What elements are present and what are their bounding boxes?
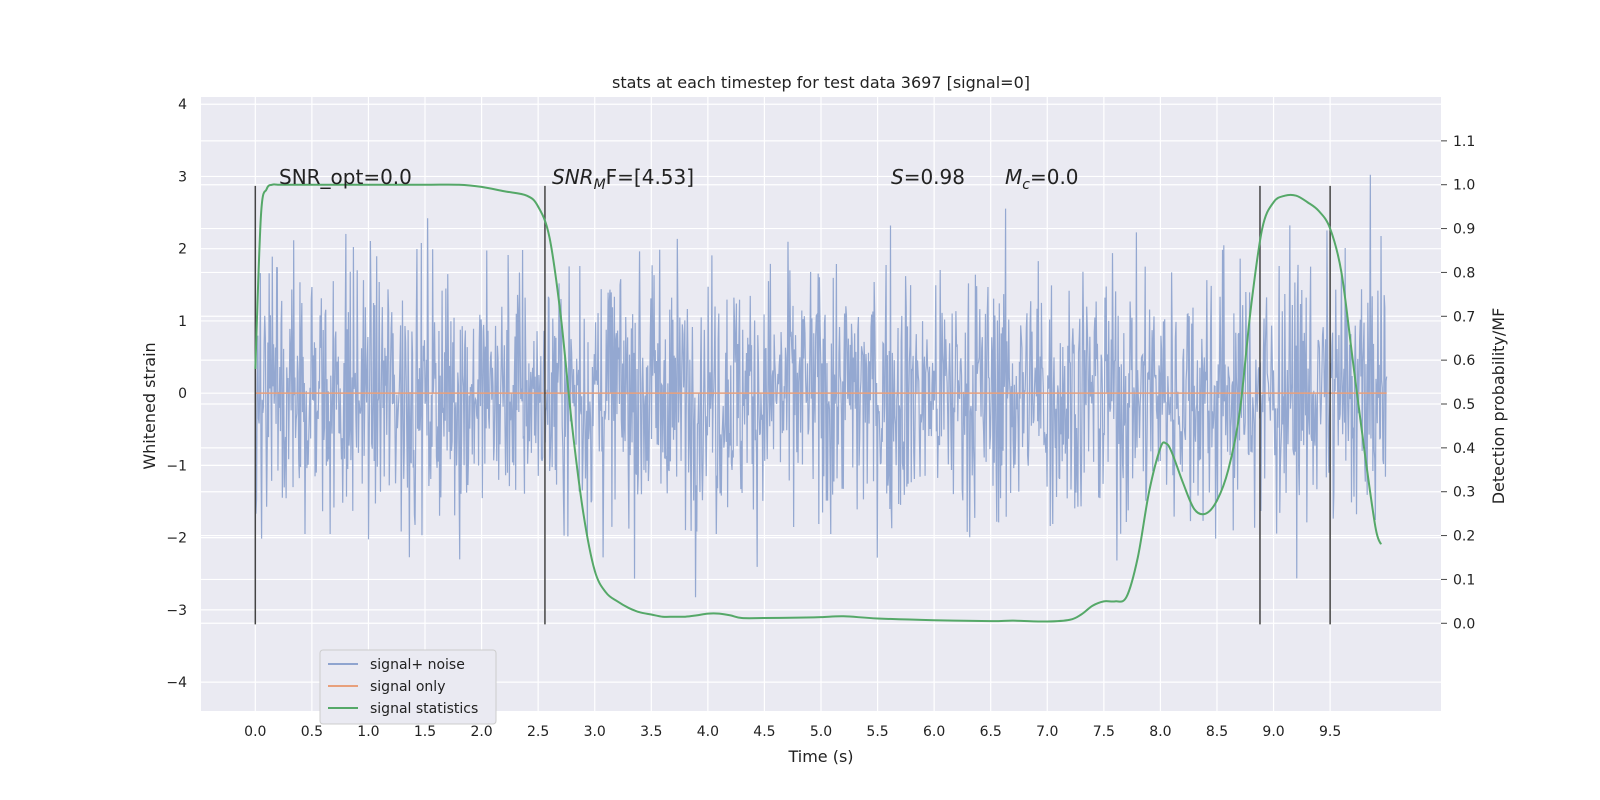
x-tick-label: 7.5 [1093, 724, 1115, 740]
y-right-tick-label: 1.0 [1453, 178, 1475, 194]
x-tick-label: 9.5 [1319, 724, 1341, 740]
y-left-tick-labels: −4 −3 −2 −1 0 1 2 3 4 [166, 97, 187, 691]
y-left-tick-label: 0 [178, 386, 187, 402]
x-tick-label: 3.5 [640, 724, 662, 740]
y-right-tick-label: 0.9 [1453, 222, 1475, 238]
y-right-tick-label: 0.1 [1453, 572, 1475, 588]
grid-lines [201, 97, 1441, 711]
y-left-tick-label: −2 [166, 531, 187, 547]
y-left-tick-label: 1 [178, 314, 187, 330]
x-tick-label: 7.0 [1036, 724, 1058, 740]
x-tick-label: 2.5 [527, 724, 549, 740]
x-tick-label: 1.5 [414, 724, 436, 740]
x-tick-label: 5.5 [866, 724, 888, 740]
x-tick-label: 8.5 [1206, 724, 1228, 740]
y-right-tick-label: 0.3 [1453, 485, 1475, 501]
x-tick-label: 9.0 [1262, 724, 1284, 740]
annotation-mc: Mc=0.0 [1005, 165, 1079, 193]
signal-statistics-line [254, 183, 1382, 623]
y-right-tick-label: 1.1 [1453, 134, 1475, 150]
vertical-markers [254, 185, 1331, 625]
signal-statistics-series [254, 183, 1382, 623]
legend-label-signal-noise: signal+ noise [370, 657, 465, 673]
annotation-snr-opt: SNR_opt=0.0 [279, 165, 412, 189]
y-right-tick-label: 0.2 [1453, 529, 1475, 545]
signal-noise-line [254, 174, 1388, 598]
y-right-tick-label: 0.7 [1453, 309, 1475, 325]
legend-box [319, 649, 497, 725]
x-tick-label: 8.0 [1149, 724, 1171, 740]
y-right-tick-label: 0.6 [1453, 353, 1475, 369]
y-left-tick-label: −4 [166, 675, 187, 691]
y-right-tick-labels: 0.0 0.1 0.2 0.3 0.4 0.5 0.6 0.7 0.8 0.9 1.0 1.1 [1441, 134, 1475, 632]
y-left-tick-label: −1 [166, 458, 187, 474]
chart-title: stats at each timestep for test data 369… [612, 73, 1030, 92]
x-tick-label: 6.5 [980, 724, 1002, 740]
y-axis-label-left: Whitened strain [140, 342, 159, 469]
x-tick-label: 2.0 [470, 724, 492, 740]
x-tick-label: 0.0 [244, 724, 266, 740]
legend: signal+ noise signal only signal statist… [319, 649, 497, 725]
y-left-tick-label: 2 [178, 242, 187, 258]
y-right-tick-label: 0.4 [1453, 441, 1475, 457]
y-left-tick-label: 3 [178, 169, 187, 185]
x-tick-label: 3.0 [584, 724, 606, 740]
x-tick-label: 4.0 [697, 724, 719, 740]
y-axis-label-right: Detection probability/MF [1489, 308, 1508, 505]
x-axis-label: Time (s) [787, 747, 853, 766]
y-right-tick-label: 0.0 [1453, 616, 1475, 632]
y-left-tick-label: −3 [166, 603, 187, 619]
y-right-tick-label: 0.8 [1453, 265, 1475, 281]
x-tick-label: 0.5 [301, 724, 323, 740]
legend-label-signal-statistics: signal statistics [370, 701, 478, 717]
legend-label-signal-only: signal only [370, 679, 445, 695]
x-tick-label: 1.0 [357, 724, 379, 740]
x-tick-label: 5.0 [810, 724, 832, 740]
x-tick-label: 4.5 [753, 724, 775, 740]
annotation-snr-mf: SNRMF=[4.53] [552, 165, 694, 193]
signal-noise-series [254, 174, 1388, 598]
annotation-s: S=0.98 [891, 165, 965, 189]
x-tick-label: 6.0 [923, 724, 945, 740]
x-tick-labels: 0.0 0.5 1.0 1.5 2.0 2.5 3.0 3.5 4.0 4.5 5.0 5.5 6.0 6… [244, 724, 1341, 740]
y-left-tick-label: 4 [178, 97, 187, 113]
y-right-tick-label: 0.5 [1453, 397, 1475, 413]
